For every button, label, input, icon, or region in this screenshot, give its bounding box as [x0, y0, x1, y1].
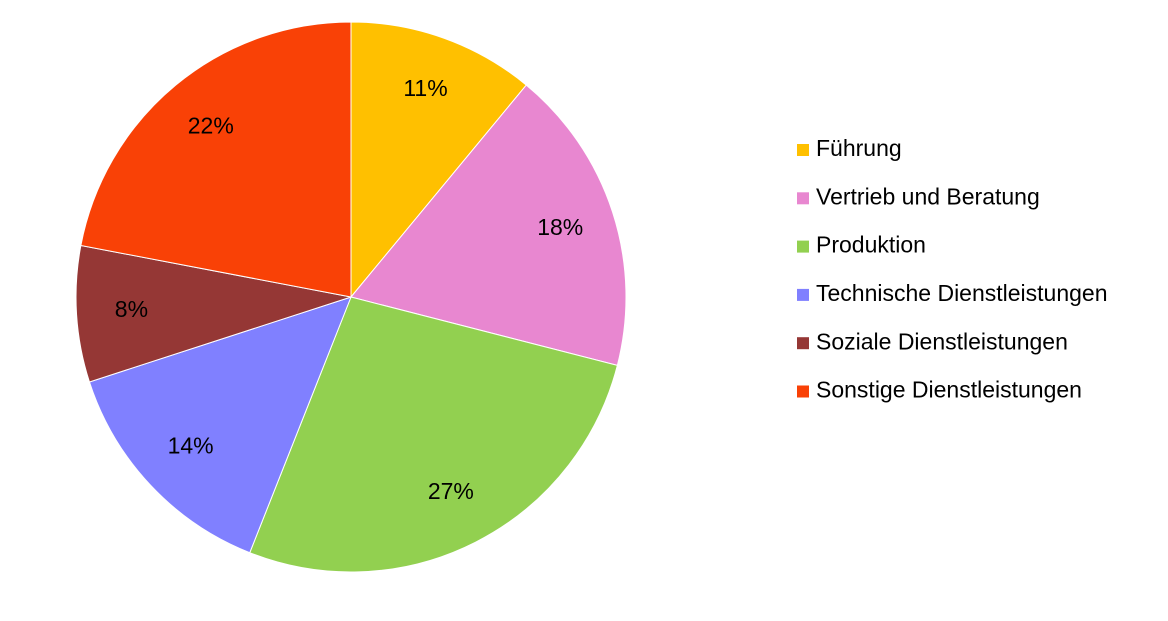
legend-label: Produktion	[816, 232, 926, 258]
pie-slice	[75, 244, 352, 383]
legend-swatch	[797, 192, 809, 205]
data-label: 11%	[403, 75, 447, 101]
legend-swatch	[797, 385, 809, 398]
pie-slice	[80, 21, 352, 298]
data-label: 8%	[115, 296, 148, 322]
data-label: 22%	[188, 113, 234, 139]
legend-swatch	[797, 337, 809, 350]
legend-label: Soziale Dienstleistungen	[816, 328, 1068, 354]
pie-slice	[249, 296, 618, 573]
legend-label: Technische Dienstleistungen	[816, 280, 1108, 306]
data-label: 14%	[168, 433, 214, 459]
legend-swatch	[797, 240, 809, 253]
legend-label: Führung	[816, 135, 902, 161]
legend-swatch	[797, 288, 809, 301]
legend-label: Sonstige Dienstleistungen	[816, 377, 1082, 403]
data-label: 18%	[537, 214, 583, 240]
legend-label: Vertrieb und Beratung	[816, 183, 1040, 209]
data-label: 27%	[428, 478, 474, 504]
pie-slice	[350, 84, 627, 366]
pie-slice	[350, 21, 527, 299]
legend-swatch	[797, 144, 809, 156]
